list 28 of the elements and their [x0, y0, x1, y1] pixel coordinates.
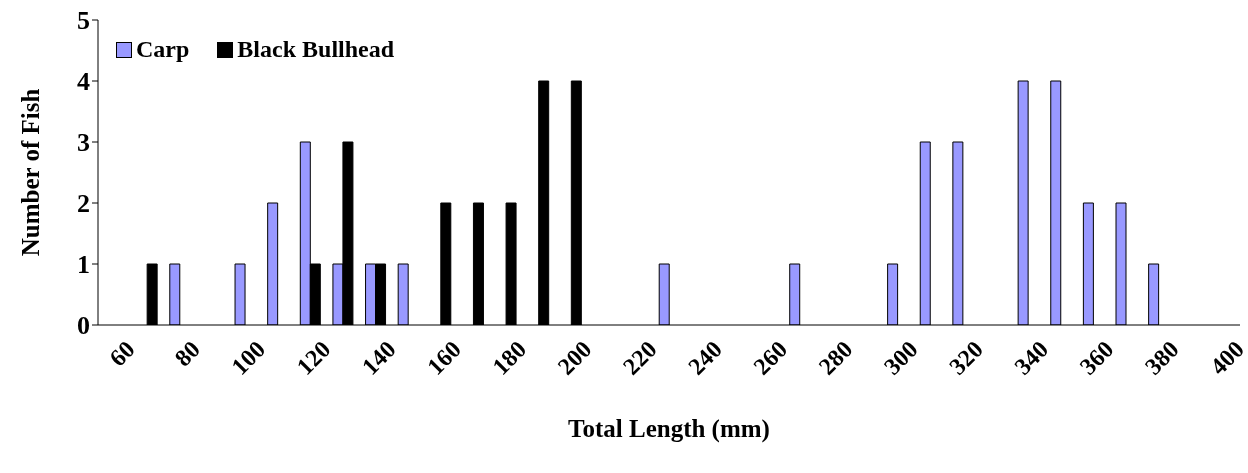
y-tick-label: 0 [77, 311, 90, 341]
y-tick-label: 4 [77, 67, 90, 97]
legend-label: Carp [135, 36, 190, 63]
y-tick-label: 3 [77, 128, 90, 158]
x-tick-label: 200 [552, 336, 597, 380]
x-tick-label: 340 [1009, 336, 1054, 380]
legend-label: Black Bullhead [236, 36, 395, 63]
x-tick-label: 160 [422, 336, 467, 380]
x-tick-label: 80 [169, 336, 205, 372]
y-tick-label: 5 [77, 6, 90, 36]
y-tick-label: 2 [77, 189, 90, 219]
y-tick-label: 1 [77, 250, 90, 280]
x-tick-label: 120 [291, 336, 336, 380]
x-tick-label: 180 [487, 336, 532, 380]
x-tick-label: 100 [226, 336, 271, 380]
x-tick-label: 140 [356, 336, 401, 380]
x-tick-label: 300 [878, 336, 923, 380]
x-tick-label: 380 [1140, 336, 1184, 380]
x-tick-label: 240 [683, 336, 728, 380]
x-tick-label: 320 [944, 336, 989, 380]
x-tick-label: 400 [1205, 336, 1248, 380]
x-tick-label: 280 [813, 336, 858, 380]
x-tick-label: 360 [1074, 336, 1119, 380]
x-tick-label: 260 [748, 336, 793, 380]
x-tick-label: 220 [617, 336, 662, 380]
x-tick-label: 60 [104, 336, 140, 372]
x-axis-title: Total Length (mm) [568, 415, 770, 443]
y-axis-title: Number of Fish [16, 88, 44, 257]
